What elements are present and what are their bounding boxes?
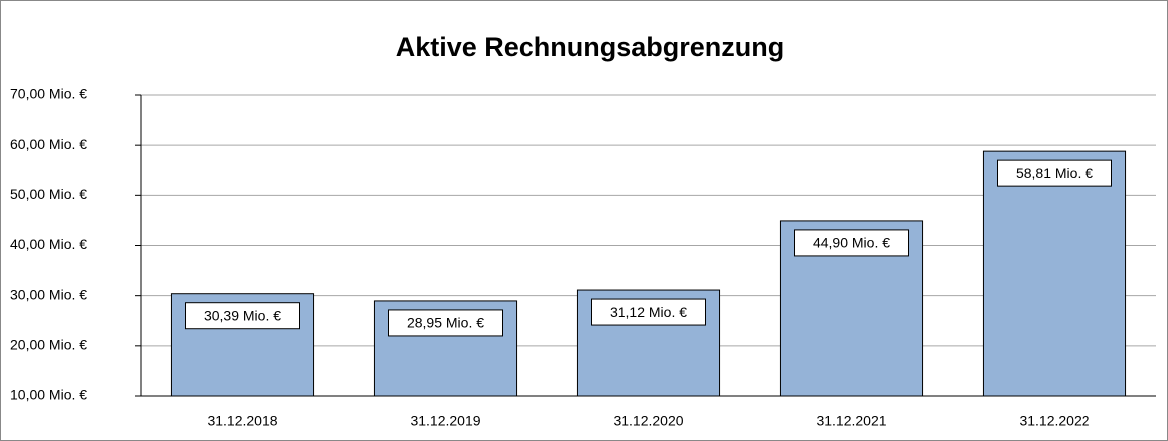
y-tick-label: 10,00 Mio. € — [10, 387, 87, 403]
x-tick-label: 31.12.2021 — [816, 413, 886, 429]
y-tick-label: 30,00 Mio. € — [10, 286, 87, 302]
value-label: 28,95 Mio. € — [407, 315, 484, 331]
x-tick-label: 31.12.2022 — [1019, 413, 1089, 429]
value-label-box — [591, 298, 706, 326]
value-label: 30,39 Mio. € — [204, 307, 281, 323]
y-tick-label: 70,00 Mio. € — [10, 86, 87, 102]
x-tick-label: 31.12.2018 — [207, 413, 277, 429]
chart-title: Aktive Rechnungsabgrenzung — [396, 32, 785, 62]
value-label-box — [185, 302, 300, 330]
y-tick-label: 50,00 Mio. € — [10, 186, 87, 202]
value-label: 58,81 Mio. € — [1016, 165, 1093, 181]
value-label: 44,90 Mio. € — [813, 235, 890, 251]
y-tick-label: 40,00 Mio. € — [10, 236, 87, 252]
y-tick-label: 60,00 Mio. € — [10, 136, 87, 152]
x-tick-label: 31.12.2020 — [613, 413, 683, 429]
y-tick-label: 20,00 Mio. € — [10, 337, 87, 353]
value-label: 31,12 Mio. € — [610, 304, 687, 320]
value-label-box — [997, 159, 1112, 187]
value-label-box — [388, 309, 503, 337]
x-tick-label: 31.12.2019 — [410, 413, 480, 429]
value-label-box — [794, 229, 909, 257]
bar — [982, 150, 1127, 397]
